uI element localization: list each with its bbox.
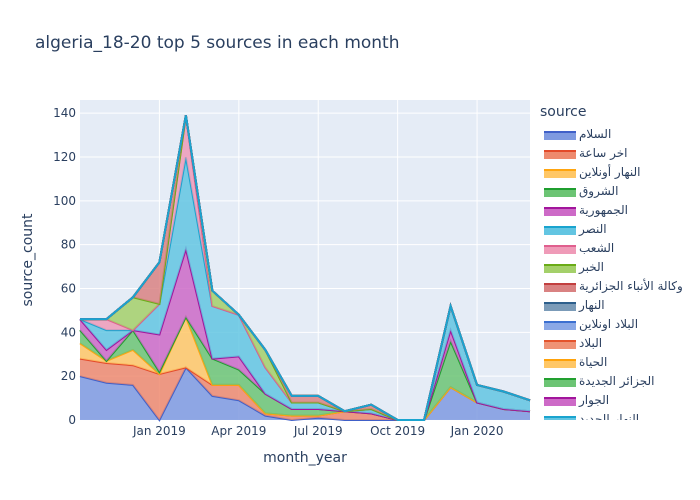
legend-item[interactable]: النصر xyxy=(540,221,700,240)
legend-label: النهار الجديد xyxy=(579,412,640,420)
legend-item[interactable]: الجزائر الجديدة xyxy=(540,373,700,392)
legend-label: النهار أونلاين xyxy=(579,165,641,179)
area-fill-4 xyxy=(80,249,530,420)
legend-label: وكالة الأنباء الجزائرية xyxy=(579,279,683,293)
legend-swatch xyxy=(544,131,576,140)
x-tick-label: Jul 2019 xyxy=(293,424,343,438)
legend-item[interactable]: النهار أونلاين xyxy=(540,164,700,183)
legend-swatch xyxy=(544,302,576,311)
legend-title: source xyxy=(540,104,587,120)
legend-item[interactable]: النهار xyxy=(540,297,700,316)
y-tick-label: 120 xyxy=(53,150,76,164)
x-tick-label: Oct 2019 xyxy=(370,424,425,438)
legend-label: الخبر xyxy=(579,260,604,274)
legend-swatch xyxy=(544,207,576,216)
legend-label: الشعب xyxy=(579,241,615,255)
legend-item[interactable]: اخر ساعة xyxy=(540,145,700,164)
legend-swatch xyxy=(544,264,576,273)
legend-swatch xyxy=(544,226,576,235)
x-axis-label: month_year xyxy=(263,450,347,466)
legend-label: النهار xyxy=(579,298,605,312)
area-fill-5 xyxy=(80,156,530,421)
legend-item[interactable]: الشعب xyxy=(540,240,700,259)
y-tick-label: 80 xyxy=(61,238,76,252)
y-tick-label: 100 xyxy=(53,194,76,208)
legend-item[interactable]: وكالة الأنباء الجزائرية xyxy=(540,278,700,297)
y-tick-label: 0 xyxy=(68,413,76,427)
legend-swatch xyxy=(544,359,576,368)
y-tick-label: 140 xyxy=(53,106,76,120)
chart-title: algeria_18-20 top 5 sources in each mont… xyxy=(35,33,400,53)
legend-swatch xyxy=(544,340,576,349)
legend-swatch xyxy=(544,283,576,292)
legend-swatch xyxy=(544,150,576,159)
legend-label: البلاد اونلاين xyxy=(579,317,639,331)
legend-label: اخر ساعة xyxy=(579,146,628,160)
y-tick-label: 40 xyxy=(61,325,76,339)
legend-swatch xyxy=(544,397,576,406)
y-tick-label: 20 xyxy=(61,369,76,383)
area-line-15 xyxy=(80,115,531,421)
legend-item[interactable]: الجمهورية xyxy=(540,202,700,221)
x-tick-label: Jan 2019 xyxy=(132,424,186,438)
legend-label: البلاد xyxy=(579,336,603,350)
legend-item[interactable]: الحياة xyxy=(540,354,700,373)
legend: source السلام اخر ساعة النهار أونلاين الشرو… xyxy=(540,104,700,420)
area-fill-0 xyxy=(80,367,530,420)
legend-label: النصر xyxy=(579,222,607,236)
area-fill-1 xyxy=(80,358,530,420)
legend-swatch xyxy=(544,188,576,197)
legend-items: السلام اخر ساعة النهار أونلاين الشروق الجمهو… xyxy=(540,126,700,420)
legend-swatch xyxy=(544,245,576,254)
x-tick-label: Jan 2020 xyxy=(450,424,504,438)
x-tick-label: Apr 2019 xyxy=(211,424,266,438)
legend-item[interactable]: البلاد اونلاين xyxy=(540,316,700,335)
legend-swatch xyxy=(544,321,576,330)
legend-item[interactable]: الخبر xyxy=(540,259,700,278)
area-fill-6 xyxy=(80,115,530,420)
area-series-layer[interactable] xyxy=(79,115,531,422)
legend-label: الجوار xyxy=(579,393,610,407)
y-tick-label: 60 xyxy=(61,281,76,295)
legend-label: الشروق xyxy=(579,184,619,198)
area-fill-2 xyxy=(80,316,530,420)
legend-label: الجمهورية xyxy=(579,203,628,217)
legend-swatch xyxy=(544,169,576,178)
y-axis-label: source_count xyxy=(20,213,36,307)
legend-item[interactable]: البلاد xyxy=(540,335,700,354)
legend-label: السلام xyxy=(579,127,612,141)
legend-swatch xyxy=(544,378,576,387)
legend-item[interactable]: الجوار xyxy=(540,392,700,411)
legend-label: الجزائر الجديدة xyxy=(579,374,655,388)
legend-item[interactable]: النهار الجديد xyxy=(540,411,700,420)
legend-swatch xyxy=(544,416,576,420)
legend-label: الحياة xyxy=(579,355,608,369)
legend-item[interactable]: الشروق xyxy=(540,183,700,202)
axes: 0 20 40 60 80 100 120 140 Jan 2019 Apr 2019 Jul 20… xyxy=(53,106,503,438)
legend-item[interactable]: السلام xyxy=(540,126,700,145)
